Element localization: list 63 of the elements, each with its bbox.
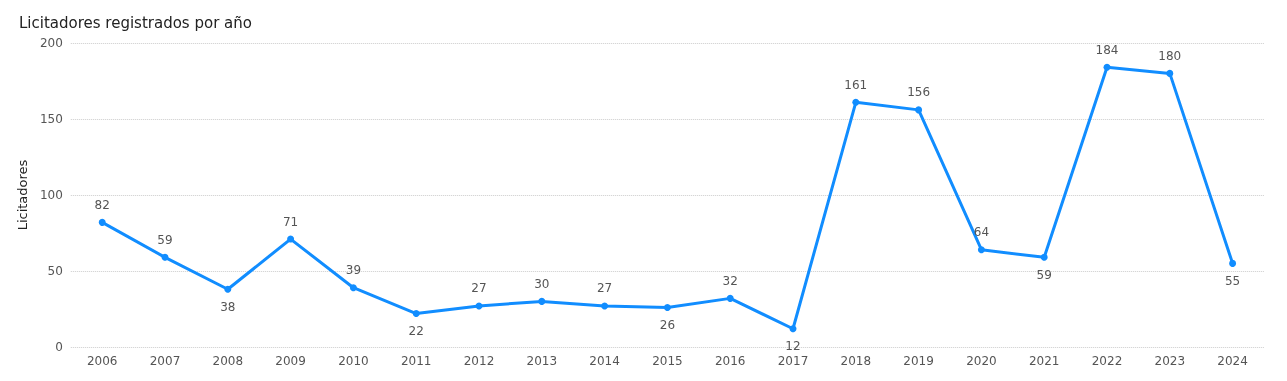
point	[98, 218, 106, 226]
point	[1229, 259, 1237, 267]
point	[224, 285, 232, 293]
data-label: 32	[722, 273, 738, 288]
point	[663, 303, 671, 311]
point	[977, 246, 985, 254]
data-label: 12	[785, 339, 801, 354]
x-tick-label: 2016	[714, 354, 746, 368]
point	[1166, 69, 1174, 77]
x-tick-label: 2008	[212, 354, 244, 368]
data-label: 184	[1095, 42, 1119, 57]
y-tick-label: 50	[47, 264, 63, 278]
point	[161, 253, 169, 261]
x-tick-label: 2021	[1028, 354, 1060, 368]
y-axis-title: Licitadores	[15, 159, 30, 231]
data-label: 27	[471, 281, 487, 296]
point	[915, 106, 923, 114]
data-label: 156	[907, 85, 931, 100]
point	[852, 98, 860, 106]
data-label: 180	[1158, 48, 1182, 63]
x-tick-label: 2015	[652, 354, 683, 368]
point	[412, 310, 420, 318]
point	[601, 302, 609, 310]
data-label: 22	[408, 324, 424, 339]
x-tick-label: 2010	[338, 354, 369, 368]
y-tick-label: 100	[39, 188, 63, 202]
x-tick-label: 2011	[400, 354, 432, 368]
data-label: 55	[1224, 273, 1241, 288]
data-label: 71	[282, 214, 299, 229]
data-label: 30	[534, 276, 550, 291]
data-label: 59	[157, 232, 173, 247]
data-label: 59	[1036, 267, 1052, 282]
data-label: 161	[844, 77, 868, 92]
x-tick-label: 2017	[777, 354, 809, 368]
point	[726, 294, 734, 302]
x-tick-label: 2014	[589, 354, 620, 368]
point	[1103, 63, 1111, 71]
y-tick-label: 150	[39, 112, 63, 126]
data-label: 39	[345, 263, 362, 278]
point	[287, 235, 295, 243]
point	[1040, 253, 1048, 261]
x-tick-label: 2020	[966, 354, 997, 368]
y-tick-label: 0	[55, 340, 63, 354]
point	[349, 284, 357, 292]
x-tick-label: 2022	[1091, 354, 1123, 368]
chart-title: Licitadores registrados por año	[19, 13, 252, 32]
data-label: 38	[220, 299, 236, 314]
data-label: 26	[659, 317, 676, 332]
x-tick-label: 2009	[275, 354, 306, 368]
data-label: 82	[94, 197, 110, 212]
y-tick-label: 200	[39, 36, 63, 50]
x-tick-label: 2018	[840, 354, 872, 368]
x-tick-label: 2006	[86, 354, 118, 368]
x-tick-label: 2007	[149, 354, 181, 368]
x-tick-label: 2013	[526, 354, 558, 368]
point	[538, 297, 546, 305]
x-tick-label: 2024	[1217, 354, 1248, 368]
x-tick-label: 2023	[1154, 354, 1186, 368]
data-label: 27	[596, 281, 613, 296]
x-tick-label: 2012	[463, 354, 495, 368]
data-label: 64	[973, 225, 990, 240]
point	[789, 325, 797, 333]
x-tick-label: 2019	[903, 354, 934, 368]
